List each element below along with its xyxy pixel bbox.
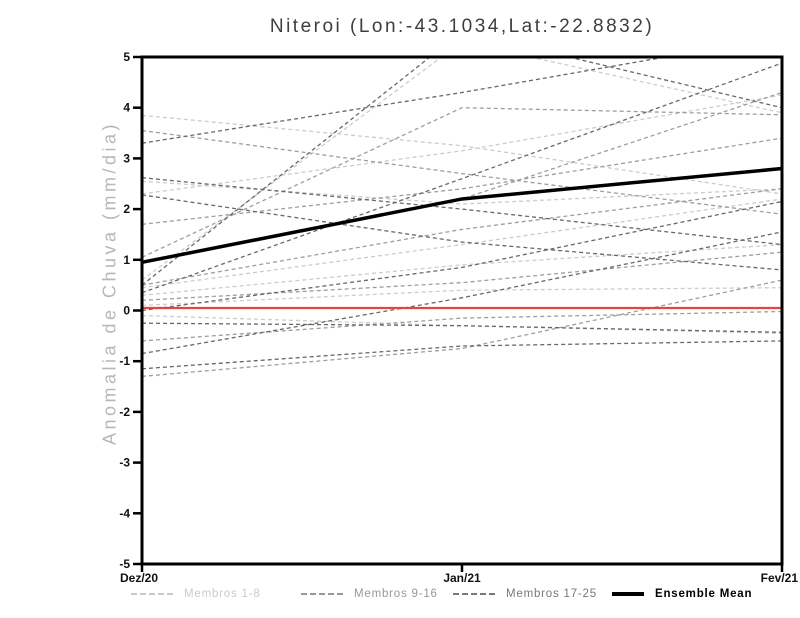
y-tick-label: -1 — [119, 354, 130, 368]
ensemble-mean-line — [142, 166, 782, 265]
member-line-5 — [142, 243, 782, 296]
plot-frame — [140, 55, 784, 566]
x-tick-label: Fev/21 — [761, 571, 799, 585]
member-line-6 — [142, 287, 782, 307]
legend: Membros 1-8 Membros 9-16 Membros 17-25 E… — [0, 585, 800, 605]
member-line-4 — [142, 198, 782, 289]
member-line-1 — [142, 114, 782, 195]
member-line-19 — [142, 177, 782, 246]
legend-label: Membros 17-25 — [506, 587, 597, 600]
member-line-3 — [142, 94, 782, 195]
member-line-7 — [142, 314, 782, 334]
member-line-13 — [142, 310, 782, 342]
y-tick-label: 3 — [123, 151, 130, 165]
dashed-line-sample-icon — [453, 592, 495, 595]
legend-label: Membros 9-16 — [354, 587, 438, 600]
y-tick-label: 2 — [123, 202, 130, 216]
y-tick-label: 0 — [123, 304, 130, 318]
member-line-12 — [142, 251, 782, 302]
y-tick-label: 1 — [123, 253, 130, 267]
member-line-15 — [142, 129, 782, 215]
member-line-2 — [142, 57, 782, 281]
member-line-9 — [142, 107, 782, 258]
member-line-20 — [142, 194, 782, 271]
y-tick-label: -3 — [119, 456, 130, 470]
dashed-line-sample-icon — [301, 592, 343, 595]
legend-item-ensemble-mean: Ensemble Mean — [612, 585, 752, 603]
x-tick-label: Dez/20 — [120, 571, 158, 585]
legend-item-membros-1-8: Membros 1-8 — [131, 585, 261, 603]
legend-label: Membros 1-8 — [184, 587, 261, 600]
member-line-22 — [142, 231, 782, 355]
dashed-line-sample-icon — [131, 592, 173, 595]
member-line-11 — [142, 279, 782, 378]
member-line-17 — [142, 57, 670, 144]
member-line-16 — [142, 137, 782, 225]
member-line-25 — [142, 200, 782, 312]
member-line-8 — [142, 180, 782, 205]
legend-item-membros-9-16: Membros 9-16 — [301, 585, 438, 603]
y-tick-label: 5 — [123, 50, 130, 64]
member-lines — [142, 57, 782, 378]
member-line-21 — [142, 322, 782, 333]
member-line-24 — [142, 340, 782, 370]
member-line-18 — [142, 57, 782, 286]
y-tick-label: -4 — [119, 506, 130, 520]
y-tick-label: 4 — [123, 101, 130, 115]
member-line-14 — [142, 188, 782, 286]
x-tick-label: Jan/21 — [443, 571, 481, 585]
y-tick-label: -2 — [119, 405, 130, 419]
legend-label: Ensemble Mean — [655, 587, 753, 600]
y-tick-label: -5 — [119, 557, 130, 571]
legend-item-membros-17-25: Membros 17-25 — [453, 585, 597, 603]
chart-title: Niteroi (Lon:-43.1034,Lat:-22.8832) — [269, 16, 655, 37]
member-line-23 — [142, 62, 782, 294]
solid-line-sample-icon — [612, 591, 644, 596]
